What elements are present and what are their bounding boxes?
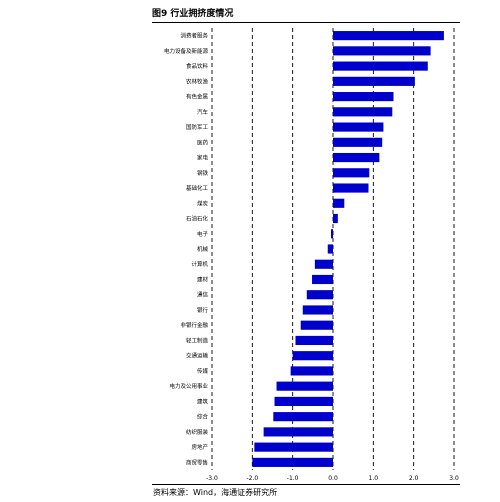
category-label: 传媒 <box>197 367 209 375</box>
bar <box>306 290 333 300</box>
category-label: 银行 <box>197 306 209 314</box>
category-label: 石油石化 <box>186 215 209 223</box>
bar <box>333 46 431 56</box>
bar <box>333 137 383 147</box>
category-label: 农林牧渔 <box>186 77 209 85</box>
x-tick-label: 1.0 <box>369 475 379 482</box>
bar <box>333 213 338 224</box>
x-tick-label: 0.0 <box>328 475 338 482</box>
category-labels: 消费者服务电力设备及新能源食品饮料农林牧渔有色金属汽车国防军工医药家电钢铁基础化… <box>164 32 209 467</box>
bar <box>333 107 393 117</box>
bar <box>292 351 333 361</box>
bar <box>327 244 333 254</box>
category-label: 商贸零售 <box>186 458 208 466</box>
category-label: 汽车 <box>197 108 209 116</box>
category-label: 纺织服装 <box>186 428 209 436</box>
category-label: 有色金属 <box>186 93 208 101</box>
category-label: 房地产 <box>191 443 208 451</box>
x-tick-labels: -3.0 -2.0 -1.0 0.0 1.0 2.0 3.0 <box>206 475 459 482</box>
bar <box>333 92 394 102</box>
source-note: 资料来源：Wind，海通证券研究所 <box>153 488 278 497</box>
category-label: 电力设备及新能源 <box>164 47 209 55</box>
category-label: 非银行金融 <box>180 321 208 329</box>
category-label: 建筑 <box>197 397 209 405</box>
bar <box>274 396 333 406</box>
top-rule <box>152 22 460 23</box>
category-label: 轻工制造 <box>186 336 209 344</box>
bar <box>312 274 333 285</box>
bar <box>333 152 380 163</box>
category-label: 电力及公用事业 <box>169 382 208 390</box>
category-label: 国防军工 <box>186 123 209 131</box>
bar <box>254 442 333 452</box>
bar <box>263 427 333 437</box>
bar <box>333 168 370 178</box>
category-label: 机械 <box>197 245 209 253</box>
bar <box>333 61 428 71</box>
bar <box>333 76 415 86</box>
bar <box>273 412 333 422</box>
category-label: 通信 <box>197 291 209 299</box>
category-label: 电子 <box>197 230 209 238</box>
category-label: 综合 <box>197 413 209 421</box>
bar <box>333 183 369 193</box>
bars <box>252 31 444 467</box>
bar <box>314 259 333 269</box>
bar <box>295 335 333 346</box>
bar <box>300 320 333 330</box>
x-tick-label: 3.0 <box>449 475 459 482</box>
bar <box>302 305 333 315</box>
bar <box>276 381 333 391</box>
category-label: 煤炭 <box>197 199 209 207</box>
bar <box>290 366 333 376</box>
bar <box>333 31 444 41</box>
figure-title: 图9 行业拥挤度情况 <box>152 9 234 19</box>
bottom-rule <box>152 484 460 485</box>
category-label: 计算机 <box>191 260 208 268</box>
category-label: 食品饮料 <box>186 62 209 70</box>
category-label: 家电 <box>197 154 209 162</box>
x-tick-label: -2.0 <box>246 475 258 482</box>
category-label: 医药 <box>197 138 209 146</box>
bar <box>330 229 333 239</box>
category-label: 基础化工 <box>186 184 209 192</box>
x-tick-label: 2.0 <box>409 475 419 482</box>
bar <box>333 122 384 132</box>
bar <box>333 198 345 208</box>
bar <box>252 457 333 467</box>
category-label: 消费者服务 <box>180 32 208 40</box>
x-tick-label: -1.0 <box>287 475 299 482</box>
category-label: 钢铁 <box>197 169 209 177</box>
category-label: 交通运输 <box>186 352 209 360</box>
category-label: 建材 <box>197 275 209 283</box>
x-tick-label: -3.0 <box>206 475 218 482</box>
